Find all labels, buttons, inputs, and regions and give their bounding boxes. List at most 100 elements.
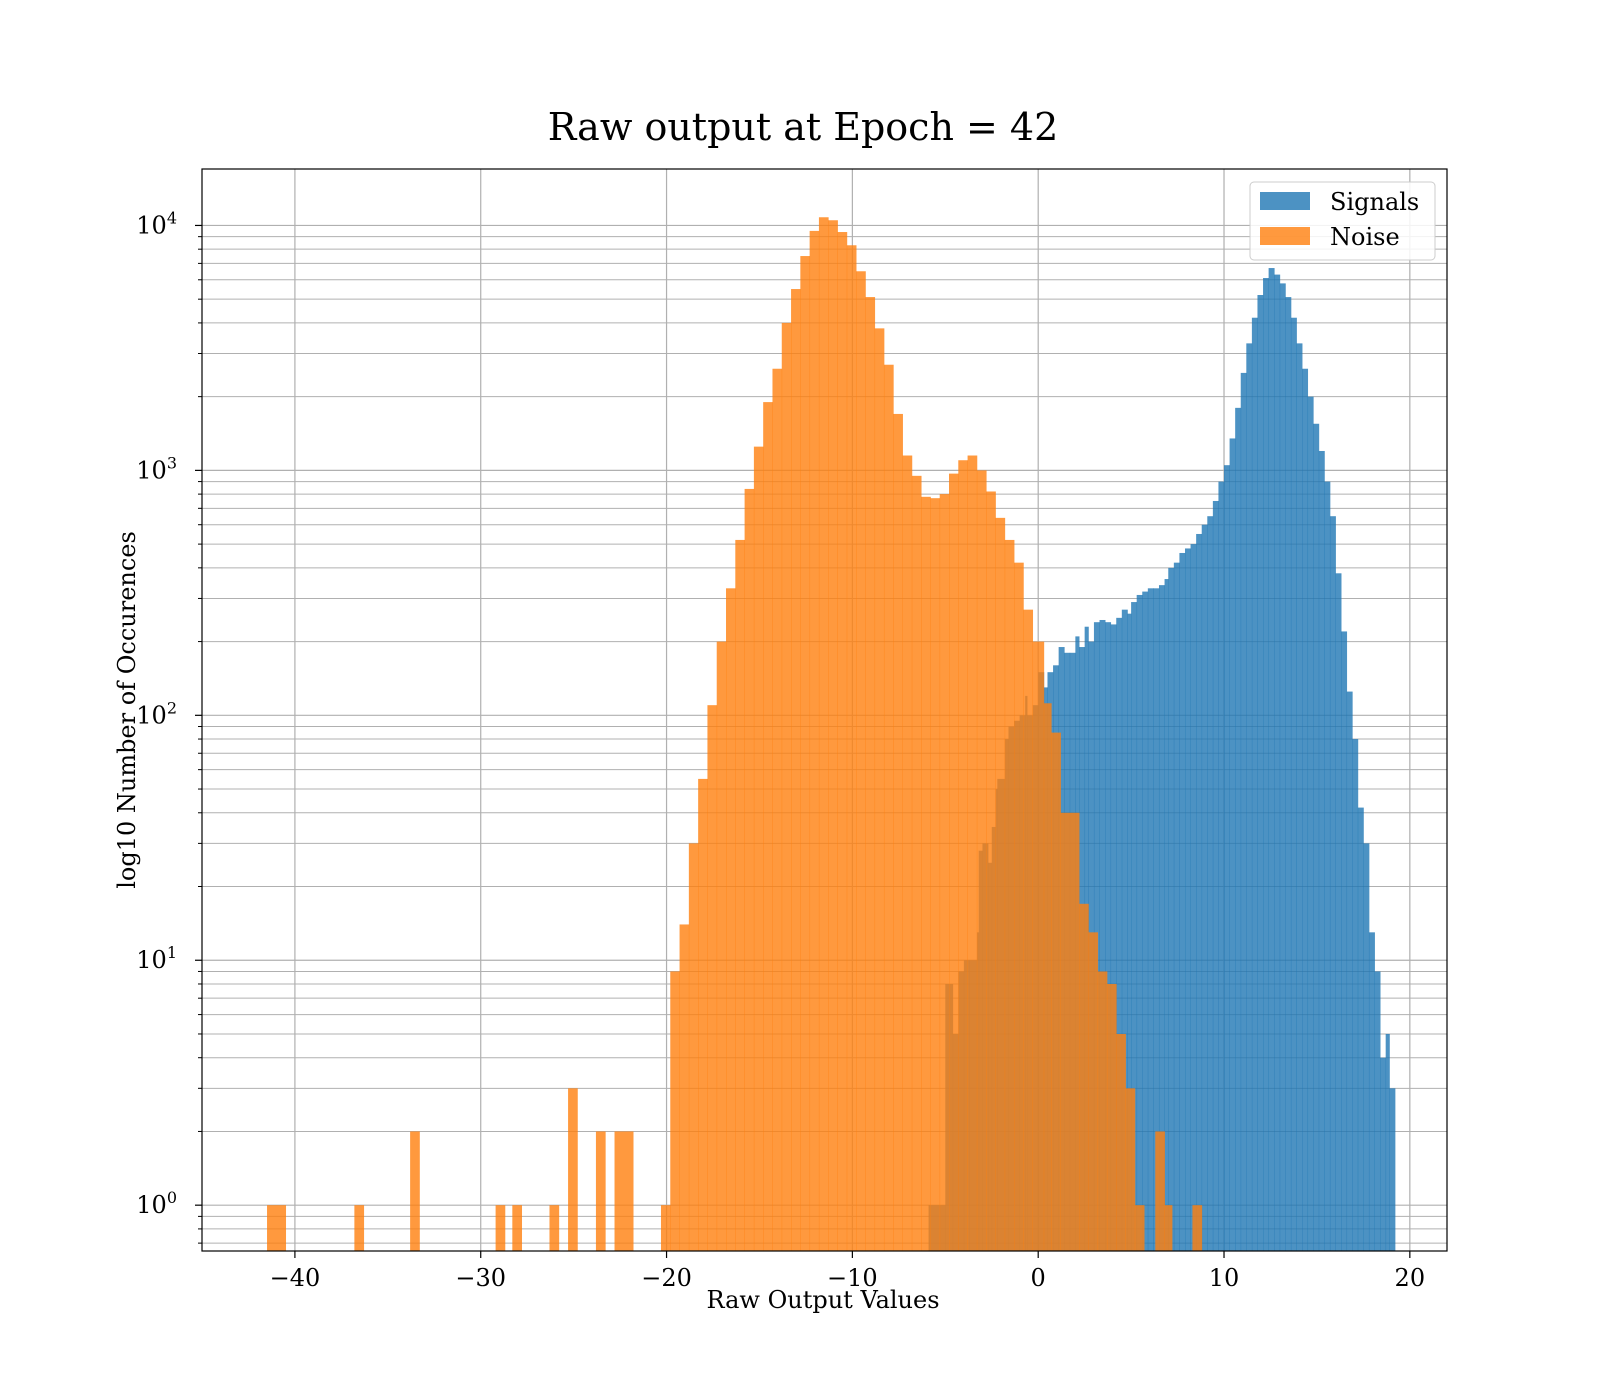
y-tick-label: 100 [136, 1188, 177, 1219]
histogram-bar [1212, 500, 1219, 1251]
histogram-bar [1014, 562, 1024, 1251]
histogram-bar [1207, 516, 1214, 1251]
histogram-bar [967, 455, 978, 1251]
histogram-bar [1324, 481, 1331, 1252]
histogram-bar [1389, 1088, 1396, 1251]
histogram-bar [1105, 622, 1112, 1251]
histogram-bar [1147, 588, 1154, 1251]
chart-title: Raw output at Epoch = 42 [548, 105, 1059, 149]
histogram-bar [1201, 524, 1208, 1251]
x-tick-label: 10 [1209, 1264, 1240, 1292]
histogram-bar [679, 924, 690, 1251]
histogram-bar [549, 1205, 560, 1251]
histogram-bar [568, 1088, 578, 1251]
histogram-bar [791, 289, 801, 1251]
histogram-bar [1051, 732, 1061, 1251]
histogram-bar [1363, 843, 1370, 1251]
histogram-bar [1116, 617, 1123, 1251]
histogram-bar [1274, 274, 1281, 1251]
histogram-bar [1134, 1205, 1145, 1251]
histogram-bar [1164, 579, 1169, 1251]
histogram-bar [763, 402, 773, 1251]
histogram-bar [707, 705, 718, 1251]
histogram-bar [1097, 971, 1108, 1251]
histogram-bar [1196, 533, 1203, 1251]
histogram-bar [1302, 368, 1309, 1252]
histogram-bar [1246, 343, 1253, 1251]
histogram-bar [1257, 295, 1264, 1252]
histogram-bar [1268, 268, 1275, 1251]
x-tick-label: −20 [641, 1264, 692, 1292]
legend-label-noise: Noise [1330, 223, 1400, 251]
histogram-bar [410, 1131, 420, 1251]
y-axis: 100 101 102 103 104 [136, 208, 202, 1244]
histogram-bar [614, 1131, 634, 1251]
histogram-bar [660, 1205, 671, 1251]
histogram-bar [1043, 703, 1052, 1251]
x-tick-label: −40 [270, 1264, 321, 1292]
histogram-bar [1106, 983, 1117, 1251]
y-tick-label: 101 [136, 943, 177, 974]
histogram-bar [949, 473, 959, 1251]
histogram-bar [1116, 1033, 1126, 1251]
x-axis: −40 −30 −20 −10 0 10 20 [270, 1251, 1426, 1292]
histogram-bar [1346, 691, 1353, 1251]
histogram-bar [726, 588, 736, 1251]
histogram-bar [1079, 903, 1089, 1251]
histogram-bar [1335, 573, 1342, 1251]
histogram-bar [1153, 588, 1160, 1251]
histogram-bar [1173, 562, 1180, 1251]
histogram-bar [893, 413, 903, 1251]
legend-swatch-noise [1260, 227, 1310, 245]
y-axis-label: log10 Number of Occurences [113, 531, 141, 889]
histogram-bar [1125, 1088, 1136, 1251]
histogram-bar [1224, 465, 1230, 1252]
histogram-bar [1192, 1205, 1203, 1251]
histogram-bar [930, 498, 941, 1251]
histogram-bar [1168, 567, 1175, 1251]
histogram-bar [828, 220, 838, 1251]
histogram-bar [1099, 619, 1106, 1251]
histogram-bar [1136, 594, 1143, 1251]
x-tick-label: −10 [827, 1264, 878, 1292]
histogram-bar [921, 496, 931, 1251]
histogram-bar [1368, 932, 1375, 1251]
histogram-bar [670, 971, 680, 1251]
histogram-bar [1380, 1057, 1387, 1251]
histogram-bar [874, 328, 885, 1251]
histogram-bar [688, 843, 699, 1251]
histogram-bar [1004, 539, 1015, 1251]
histogram-bar [1329, 516, 1336, 1251]
histogram-bar [495, 1205, 506, 1251]
histogram-bar [1184, 548, 1191, 1251]
histogram-bar [837, 232, 848, 1251]
histogram-bar [1158, 585, 1165, 1251]
histogram-bar [958, 460, 968, 1252]
histogram-bar [772, 368, 783, 1252]
x-tick-label: 20 [1395, 1264, 1426, 1292]
histogram-bar [1229, 438, 1236, 1251]
histogram-bar [1142, 591, 1149, 1251]
histogram-bars [267, 217, 1396, 1252]
histogram-bar [1127, 613, 1132, 1251]
legend-swatch-signals [1260, 192, 1310, 210]
histogram-bar [354, 1205, 365, 1251]
histogram-bar [1023, 609, 1034, 1251]
histogram-bar [1285, 297, 1292, 1252]
histogram-bar [846, 245, 857, 1252]
histogram-bar [735, 539, 745, 1251]
plot-frame [201, 168, 1448, 1252]
histogram-bar [1155, 1131, 1165, 1251]
histogram-bar [1307, 396, 1314, 1251]
histogram-bar [512, 1205, 523, 1251]
histogram-bar [267, 1205, 287, 1251]
histogram-bar [800, 256, 811, 1251]
histogram-bar [995, 517, 1006, 1251]
histogram-bar [744, 488, 755, 1252]
y-tick-label: 103 [136, 453, 177, 484]
plot-area [201, 168, 1448, 1252]
histogram-bar [716, 641, 727, 1251]
histogram-bar [1296, 343, 1303, 1251]
histogram-bar [1121, 609, 1128, 1251]
